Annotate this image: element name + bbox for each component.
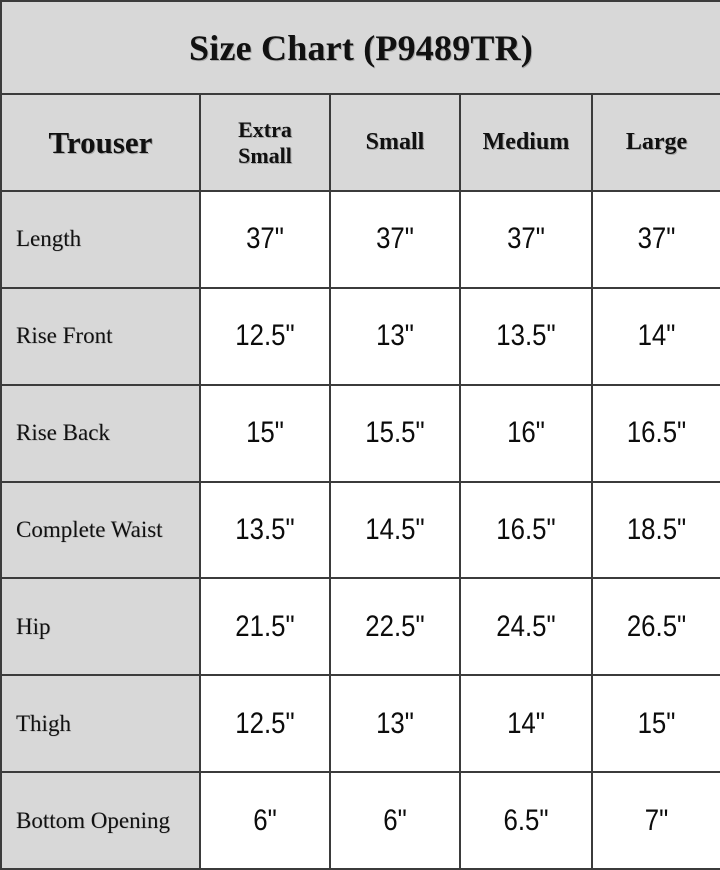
cell-bottom-opening-medium: 6.5" xyxy=(468,771,584,870)
cell-thigh-extra-small: 12.5" xyxy=(208,674,322,774)
column-header-large: Large xyxy=(590,93,720,192)
cell-rise-back-medium: 16" xyxy=(468,383,584,483)
cell-rise-back-extra-small: 15" xyxy=(208,383,322,483)
cell-hip-large: 26.5" xyxy=(600,577,713,677)
table-row: Bottom Opening 6" 6" 6.5" 7" xyxy=(0,771,720,870)
table-row: Complete Waist 13.5" 14.5" 16.5" 18.5" xyxy=(0,480,720,580)
cell-thigh-medium: 14" xyxy=(468,674,584,774)
row-label-bottom-opening: Bottom Opening xyxy=(0,771,201,870)
cell-rise-front-extra-small: 12.5" xyxy=(208,286,322,386)
row-label-rise-back: Rise Back xyxy=(0,383,201,483)
cell-length-large: 37" xyxy=(600,190,713,289)
row-label-thigh: Thigh xyxy=(0,674,201,774)
row-label-rise-front: Rise Front xyxy=(0,286,201,386)
table-row: Length 37" 37" 37" 37" xyxy=(0,190,720,289)
table-row: Hip 21.5" 22.5" 24.5" 26.5" xyxy=(0,577,720,677)
cell-bottom-opening-extra-small: 6" xyxy=(208,771,322,870)
cell-rise-front-medium: 13.5" xyxy=(468,286,584,386)
cell-complete-waist-extra-small: 13.5" xyxy=(208,480,322,580)
row-label-hip: Hip xyxy=(0,577,201,677)
cell-length-small: 37" xyxy=(338,190,452,289)
cell-hip-medium: 24.5" xyxy=(468,577,584,677)
table-row: Rise Front 12.5" 13" 13.5" 14" xyxy=(0,286,720,386)
table-row: Rise Back 15" 15.5" 16" 16.5" xyxy=(0,383,720,483)
cell-rise-back-large: 16.5" xyxy=(600,383,713,483)
column-header-small: Small xyxy=(329,93,461,192)
column-header-row: Trouser Extra Small Small Medium Large xyxy=(0,93,720,192)
cell-length-extra-small: 37" xyxy=(208,190,322,289)
cell-complete-waist-medium: 16.5" xyxy=(468,480,584,580)
cell-bottom-opening-small: 6" xyxy=(338,771,452,870)
cell-thigh-large: 15" xyxy=(600,674,713,774)
column-header-extra-small: Extra Small xyxy=(199,93,331,192)
row-label-complete-waist: Complete Waist xyxy=(0,480,201,580)
table-row: Thigh 12.5" 13" 14" 15" xyxy=(0,674,720,774)
cell-rise-front-large: 14" xyxy=(600,286,713,386)
row-label-length: Length xyxy=(0,190,201,289)
corner-header-trouser: Trouser xyxy=(0,93,201,192)
cell-rise-front-small: 13" xyxy=(338,286,452,386)
title-row: Size Chart (P9489TR) xyxy=(0,0,720,95)
cell-rise-back-small: 15.5" xyxy=(338,383,452,483)
page-title: Size Chart (P9489TR) xyxy=(0,0,720,95)
cell-complete-waist-large: 18.5" xyxy=(600,480,713,580)
column-header-medium: Medium xyxy=(459,93,593,192)
cell-bottom-opening-large: 7" xyxy=(600,771,713,870)
cell-length-medium: 37" xyxy=(468,190,584,289)
cell-hip-small: 22.5" xyxy=(338,577,452,677)
cell-thigh-small: 13" xyxy=(338,674,452,774)
cell-hip-extra-small: 21.5" xyxy=(208,577,322,677)
cell-complete-waist-small: 14.5" xyxy=(338,480,452,580)
